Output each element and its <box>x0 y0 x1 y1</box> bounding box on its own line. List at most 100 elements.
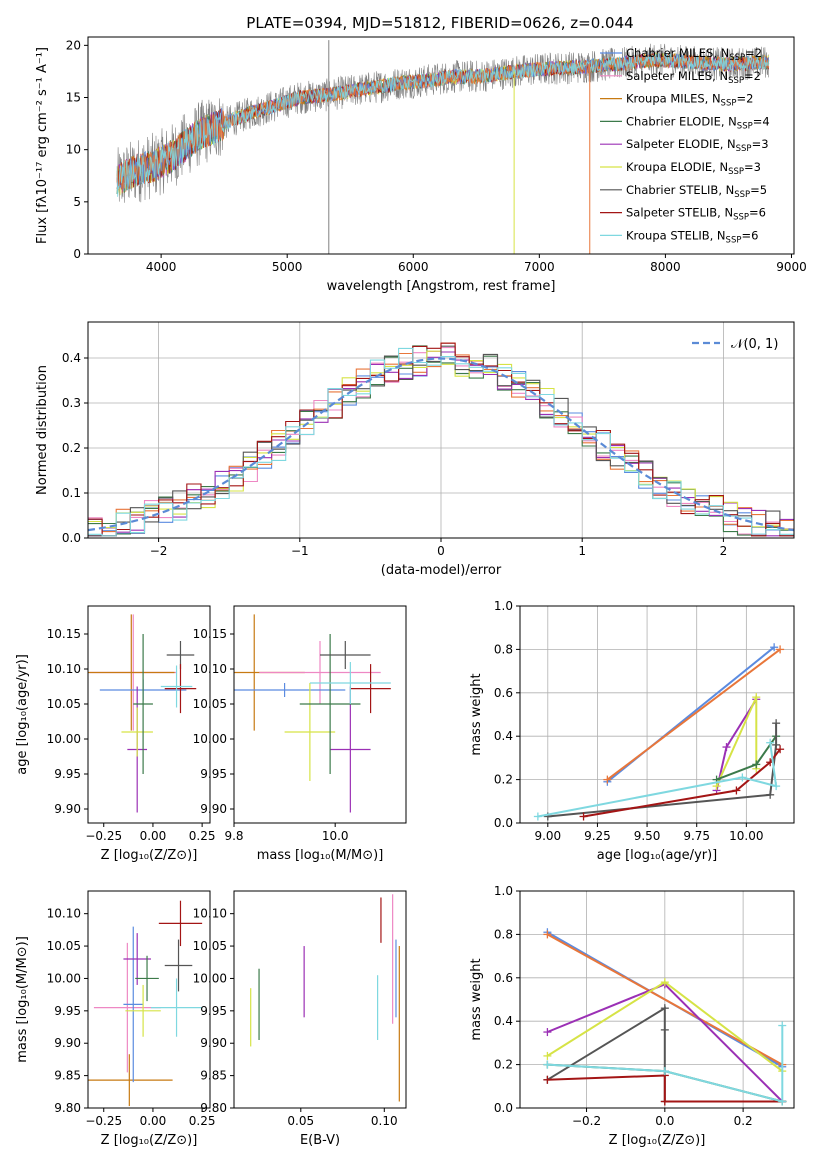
legend-entry: Salpeter MILES, NSSP=2 <box>626 69 761 86</box>
age-z-point-kroupa_elodie <box>121 707 153 757</box>
mass-z-panel: −0.25 0.00 0.25 9.80 9.85 9.90 9.95 10.00 10.05 1… <box>15 890 216 1148</box>
weight-age-ytick-label: 0.6 <box>494 686 513 700</box>
mass-ebv-ytick-label: 10.05 <box>193 939 227 953</box>
age-mass-point-chabrier_miles <box>234 683 346 697</box>
weight-z-marker <box>543 1028 552 1037</box>
legend-tail: =5 <box>750 183 767 197</box>
spectrum-plot-area <box>116 40 770 254</box>
weight-age-xlabel: age [log₁₀(age/yr)] <box>597 848 718 863</box>
age-mass-point-chabrier_stelib <box>320 641 371 669</box>
spectrum-panel: 4000 5000 6000 7000 8000 9000 0 5 10 15 20 waveleng… <box>35 36 807 294</box>
mass-z-point-kroupa_miles <box>88 1054 173 1107</box>
residuals-xtick-label: 2 <box>720 544 728 558</box>
legend-tail: =6 <box>741 228 758 242</box>
legend-tail: =3 <box>744 160 761 174</box>
mass-z-xtick-label: 0.25 <box>189 1114 216 1128</box>
legend-entry: Chabrier MILES, NSSP=2 <box>626 46 762 63</box>
age-mass-point-salpeter_miles <box>259 641 381 704</box>
age-mass-ytick-label: 9.95 <box>200 767 227 781</box>
legend-entry: Kroupa STELIB, NSSP=6 <box>626 228 758 245</box>
spectrum-ytick-label: 15 <box>66 91 81 105</box>
weight-z-series-orange <box>546 933 783 1066</box>
weight-age-xtick-label: 9.50 <box>634 829 661 843</box>
weight-z-ytick-label: 0.8 <box>494 927 513 941</box>
weight-age-series-orange <box>606 648 781 781</box>
legend-entry: Kroupa ELODIE, NSSP=3 <box>626 160 761 177</box>
legend-entry: Kroupa MILES, NSSP=2 <box>626 92 753 109</box>
weight-age-xtick-label: 9.75 <box>683 829 710 843</box>
weight-z-frame <box>519 890 795 1109</box>
spectrum-ytick-label: 10 <box>66 143 81 157</box>
weight-age-ylabel: mass weight <box>469 673 484 755</box>
legend-subscript: SSP <box>736 144 752 154</box>
residuals-xtick-label: −2 <box>150 544 168 558</box>
age-mass-ytick-label: 9.90 <box>200 802 227 816</box>
weight-age-ytick-label: 0.0 <box>494 816 513 830</box>
legend-label: Chabrier STELIB, N <box>626 183 734 197</box>
mass-z-ytick-label: 10.05 <box>47 939 81 953</box>
legend-subscript: SSP <box>726 235 742 245</box>
weight-age-marker <box>579 812 588 821</box>
mass-ebv-xlabel: E(B-V) <box>300 1133 340 1148</box>
legend-label: Kroupa MILES, N <box>626 92 721 106</box>
age-z-xtick-label: 0.00 <box>140 829 167 843</box>
weight-z-ytick-label: 0.4 <box>494 1014 513 1028</box>
weight-age-ytick-label: 0.2 <box>494 773 513 787</box>
mass-z-point-kroupa_elodie <box>125 984 161 1037</box>
spectrum-xtick-label: 6000 <box>398 260 429 274</box>
age-mass-ytick-label: 10.00 <box>193 732 227 746</box>
legend-label: Salpeter MILES, N <box>626 69 728 83</box>
mass-z-point-salpeter_miles <box>93 942 161 1073</box>
age-mass-ytick-label: 10.15 <box>193 627 227 641</box>
residuals-ylabel: Normed distribution <box>35 365 50 495</box>
spectrum-xlabel: wavelength [Angstrom, rest frame] <box>327 279 556 294</box>
mass-z-point-chabrier_elodie <box>135 955 159 1002</box>
legend-subscript: SSP <box>733 213 749 223</box>
mass-z-plot-area <box>88 900 203 1107</box>
mass-z-ylabel: mass [log₁₀(M/M⊙)] <box>15 936 30 1063</box>
weight-z-marker <box>660 1067 669 1076</box>
weight-age-marker <box>752 693 761 702</box>
age-mass-point-kroupa_stelib <box>309 662 391 704</box>
legend-label: Kroupa ELODIE, N <box>626 160 728 174</box>
weight-z-marker <box>660 1025 669 1034</box>
spectrum-xtick-label: 7000 <box>524 260 555 274</box>
weight-age-marker <box>603 775 612 784</box>
legend-subscript: SSP <box>728 76 744 86</box>
legend-label: Salpeter ELODIE, N <box>626 137 736 151</box>
legend-tail: =4 <box>753 114 770 128</box>
spectrum-ytick-label: 20 <box>66 38 81 52</box>
legend-tail: =2 <box>736 92 753 106</box>
weight-age-plot-area <box>533 643 785 821</box>
weight-age-marker <box>776 645 785 654</box>
mass-z-ytick-label: 10.00 <box>47 971 81 985</box>
legend-subscript: SSP <box>737 121 753 131</box>
mass-ebv-ytick-label: 9.85 <box>200 1069 227 1083</box>
age-mass-xtick-label: 10.0 <box>322 829 349 843</box>
mass-ebv-panel: 0.05 0.10 9.80 9.85 9.90 9.95 10.00 10.05 10.10 E… <box>193 890 407 1148</box>
weight-z-xtick-label: 0.2 <box>734 1114 753 1128</box>
age-z-point-chabrier_elodie <box>133 634 153 774</box>
mass-ebv-xtick-label: 0.10 <box>371 1114 398 1128</box>
age-mass-xtick-label: 9.8 <box>224 829 243 843</box>
weight-z-marker <box>660 1097 669 1106</box>
age-z-xtick-label: 0.25 <box>189 829 216 843</box>
age-z-ytick-label: 9.90 <box>54 802 81 816</box>
mass-z-point-chabrier_stelib <box>164 939 193 992</box>
age-z-ylabel: age [log₁₀(age/yr)] <box>15 654 30 775</box>
legend-tail: =3 <box>752 137 769 151</box>
age-z-ytick-label: 10.05 <box>47 697 81 711</box>
weight-age-marker <box>770 643 779 652</box>
mass-ebv-ytick-label: 10.10 <box>193 907 227 921</box>
weight-z-panel: −0.2 0.0 0.2 0.0 0.2 0.4 0.6 0.8 1.0 Z [log₁₀(Z/Z… <box>469 884 795 1148</box>
legend-label: Salpeter STELIB, N <box>626 206 733 220</box>
weight-age-marker <box>772 782 781 791</box>
mass-ebv-plot-area <box>250 894 400 1102</box>
weight-age-ytick-label: 0.4 <box>494 729 513 743</box>
legend-subscript: SSP <box>728 167 744 177</box>
age-mass-xlabel: mass [log₁₀(M/M⊙)] <box>257 848 384 863</box>
age-mass-point-salpeter_stelib <box>350 664 391 714</box>
age-mass-panel: 9.8 10.0 9.90 9.95 10.00 10.05 10.10 10.15 mass … <box>193 605 407 863</box>
mass-z-point-salpeter_stelib <box>158 900 203 947</box>
